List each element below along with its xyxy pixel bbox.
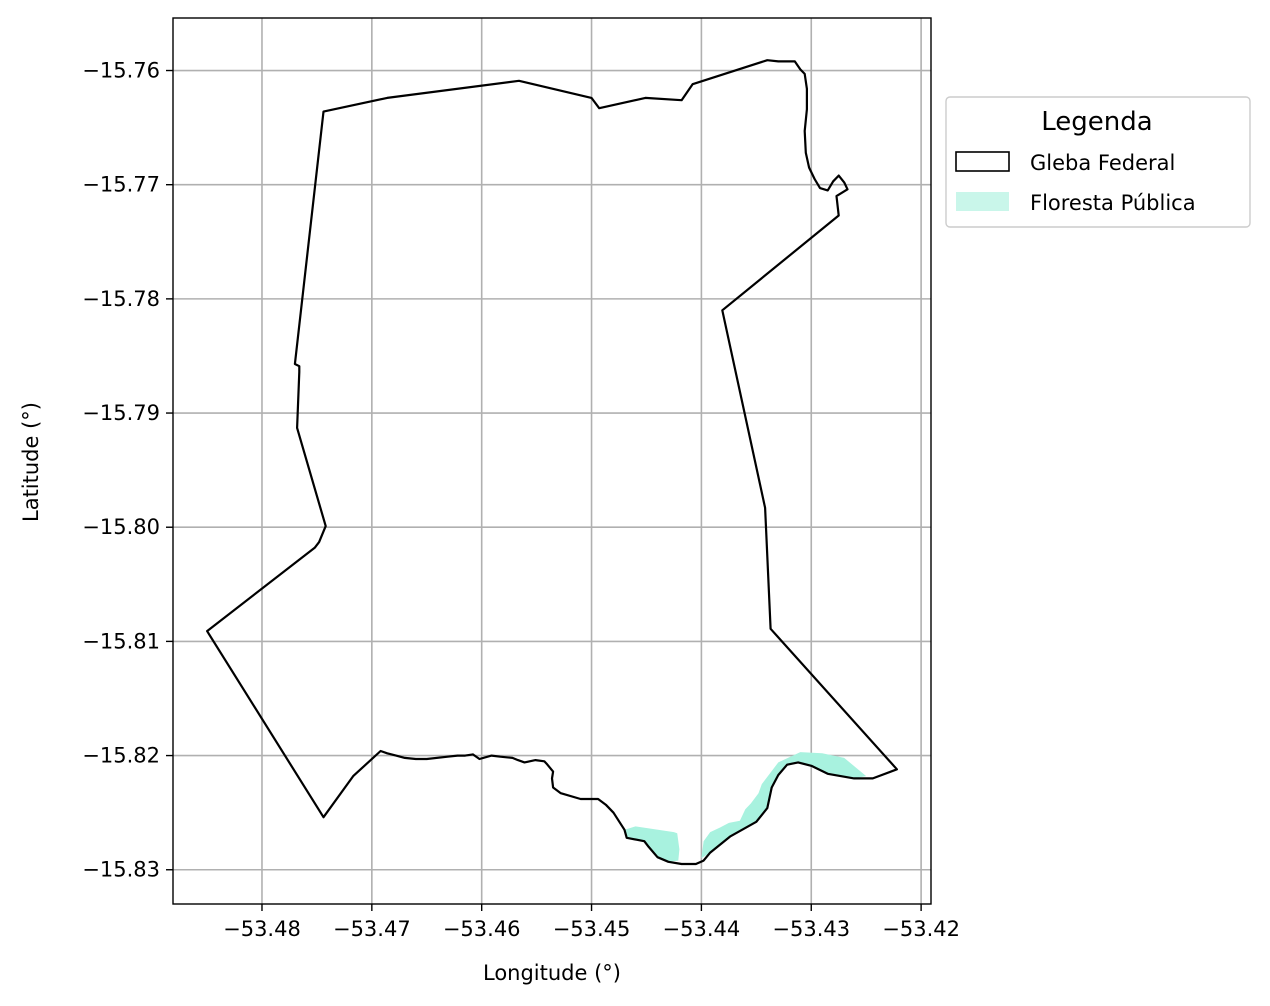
x-tick-label: −53.42: [882, 917, 960, 941]
y-tick-label: −15.79: [82, 401, 160, 425]
floresta-publica-area: [624, 826, 680, 862]
x-tick-label: −53.48: [223, 917, 301, 941]
legend-frame: [945, 96, 1251, 228]
legend-title: Legenda: [1041, 107, 1152, 137]
floresta-publica-area: [701, 752, 867, 859]
x-axis: −53.48 −53.47 −53.46 −53.45 −53.44 −53.43 −53.…: [223, 904, 960, 941]
gridlines: [173, 18, 931, 904]
legend-label-floresta-publica: Floresta Pública: [1030, 191, 1196, 215]
x-tick-label: −53.47: [333, 917, 411, 941]
y-tick-label: −15.80: [82, 515, 160, 539]
y-tick-label: −15.83: [82, 858, 160, 882]
x-tick-label: −53.45: [553, 917, 631, 941]
x-tick-label: −53.46: [443, 917, 521, 941]
x-axis-label: Longitude (°): [483, 961, 621, 985]
map-layers: [206, 59, 899, 866]
legend-swatch-floresta-publica: [956, 192, 1009, 211]
legend-label-gleba-federal: Gleba Federal: [1030, 151, 1175, 175]
y-axis: −15.76 −15.77 −15.78 −15.79 −15.80 −15.81 −15.…: [82, 59, 173, 882]
y-tick-label: −15.77: [82, 173, 160, 197]
legend-swatch-gleba-federal: [955, 151, 1010, 172]
gleba-federal-boundary: [206, 59, 899, 866]
plot-frame: [172, 17, 932, 905]
y-tick-label: −15.78: [82, 287, 160, 311]
y-tick-label: −15.81: [82, 629, 160, 653]
x-tick-label: −53.44: [663, 917, 741, 941]
legend: Legenda Gleba Federal Floresta Pública: [945, 96, 1251, 228]
y-tick-label: −15.82: [82, 744, 160, 768]
x-tick-label: −53.43: [772, 917, 850, 941]
y-tick-label: −15.76: [82, 59, 160, 83]
y-axis-label: Latitude (°): [19, 402, 43, 522]
